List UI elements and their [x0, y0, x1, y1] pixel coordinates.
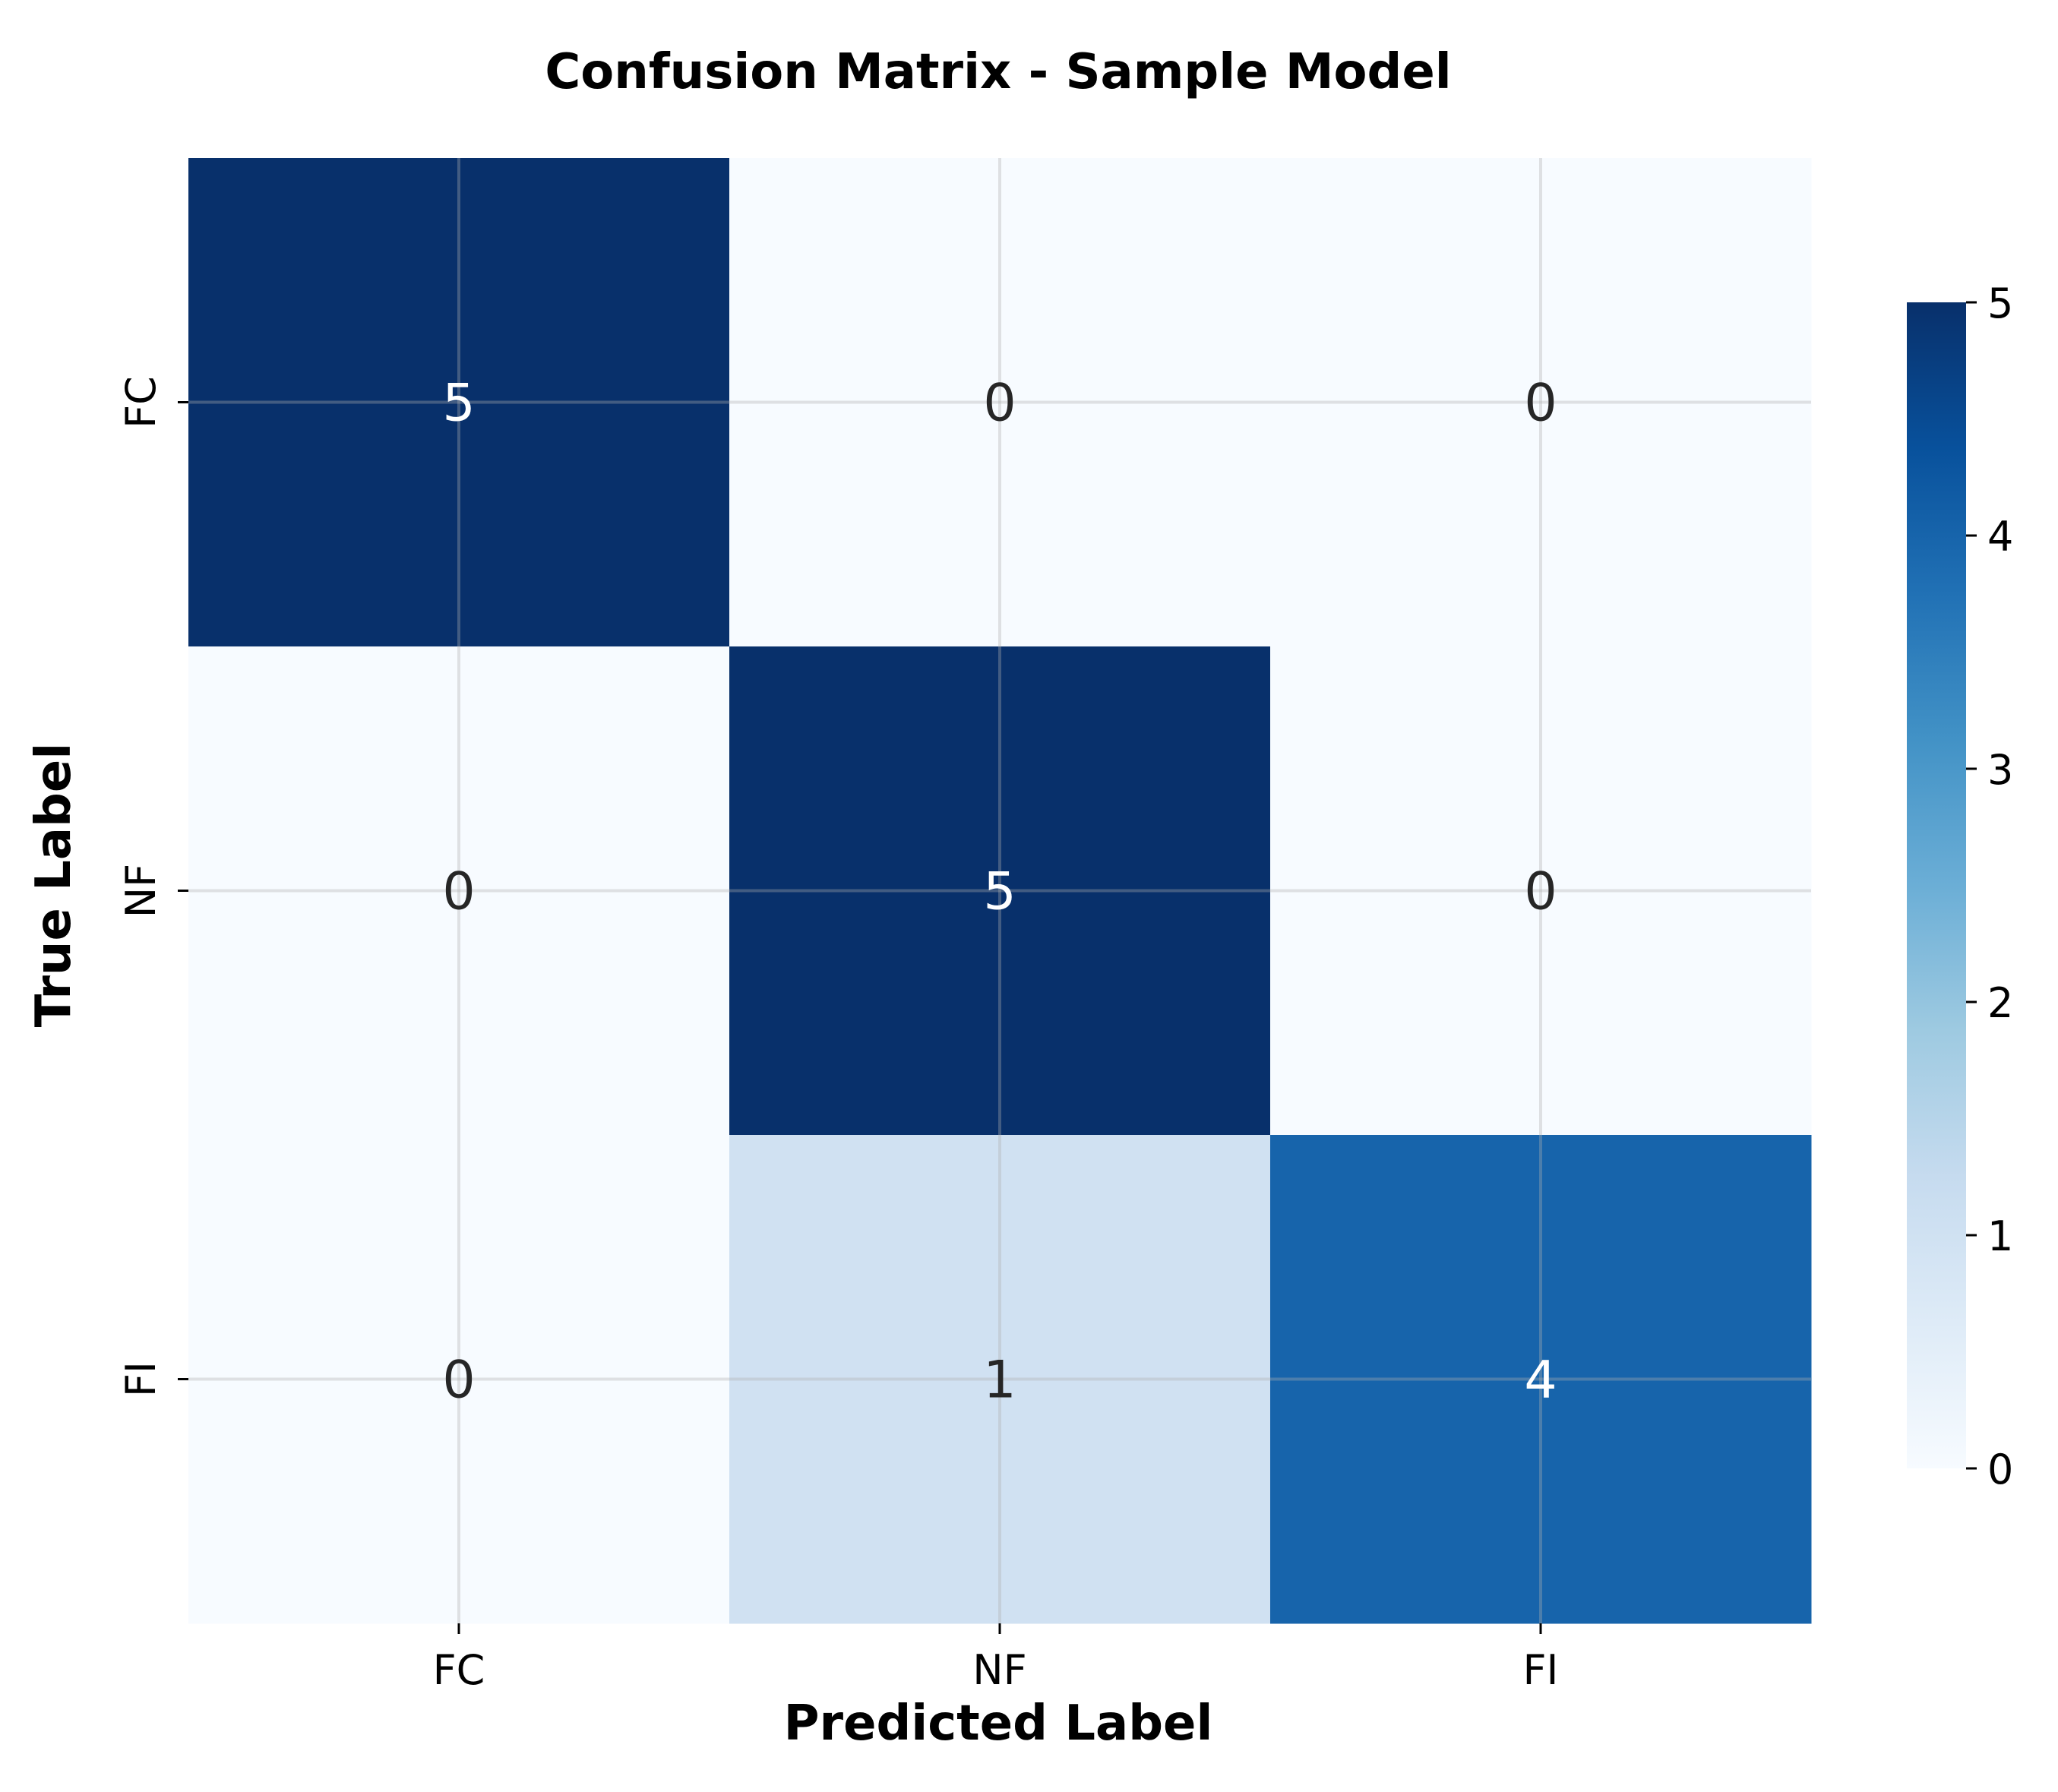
cell-value-label: 4: [1524, 1351, 1557, 1411]
x-tick-label: FI: [1523, 1646, 1559, 1694]
y-tick-label: FC: [117, 376, 165, 428]
heatmap-cell: [188, 646, 730, 1136]
heatmap-cell: [729, 1135, 1271, 1624]
cell-value-label: 0: [1524, 862, 1557, 922]
colorbar-tick-label: 2: [1987, 979, 2013, 1027]
cell-annotations: 5 0 0 0 5 0 0 1 4: [442, 374, 1557, 1411]
colorbar: [1907, 302, 1966, 1468]
x-axis-ticks: FC NF FI: [433, 1623, 1559, 1694]
heatmap-cell: [188, 158, 730, 647]
x-tick-label: NF: [972, 1646, 1026, 1694]
colorbar-tick-label: 3: [1987, 746, 2013, 794]
heatmap-cell: [188, 1135, 730, 1624]
colorbar-tick-label: 5: [1987, 280, 2013, 327]
y-axis-ticks: FC NF FI: [117, 376, 188, 1397]
colorbar-tick-label: 0: [1987, 1446, 2013, 1493]
heatmap-cell: [1270, 646, 1812, 1136]
cell-value-label: 0: [983, 374, 1016, 434]
y-tick-label: NF: [117, 864, 165, 918]
colorbar-tick-label: 1: [1987, 1212, 2013, 1260]
cell-value-label: 0: [442, 862, 475, 922]
heatmap-cell: [729, 646, 1271, 1136]
colorbar-ticks: 0 1 2 3 4 5: [1966, 280, 2013, 1493]
y-axis-label: True Label: [26, 743, 82, 1028]
x-tick-label: FC: [433, 1646, 485, 1694]
cell-value-label: 5: [442, 374, 475, 434]
x-axis-label: Predicted Label: [784, 1696, 1213, 1752]
heatmap-cells: [188, 158, 1812, 1624]
heatmap-cell: [729, 158, 1271, 647]
heatmap-cell: [1270, 1135, 1812, 1624]
heatmap-cell: [1270, 158, 1812, 647]
cell-value-label: 1: [983, 1351, 1016, 1411]
y-tick-label: FI: [117, 1361, 165, 1397]
grid-lines: [188, 158, 1811, 1623]
cell-value-label: 5: [983, 862, 1016, 922]
colorbar-tick-label: 4: [1987, 513, 2013, 561]
cell-value-label: 0: [1524, 374, 1557, 434]
chart-title: Confusion Matrix - Sample Model: [545, 44, 1451, 100]
cell-value-label: 0: [442, 1351, 475, 1411]
